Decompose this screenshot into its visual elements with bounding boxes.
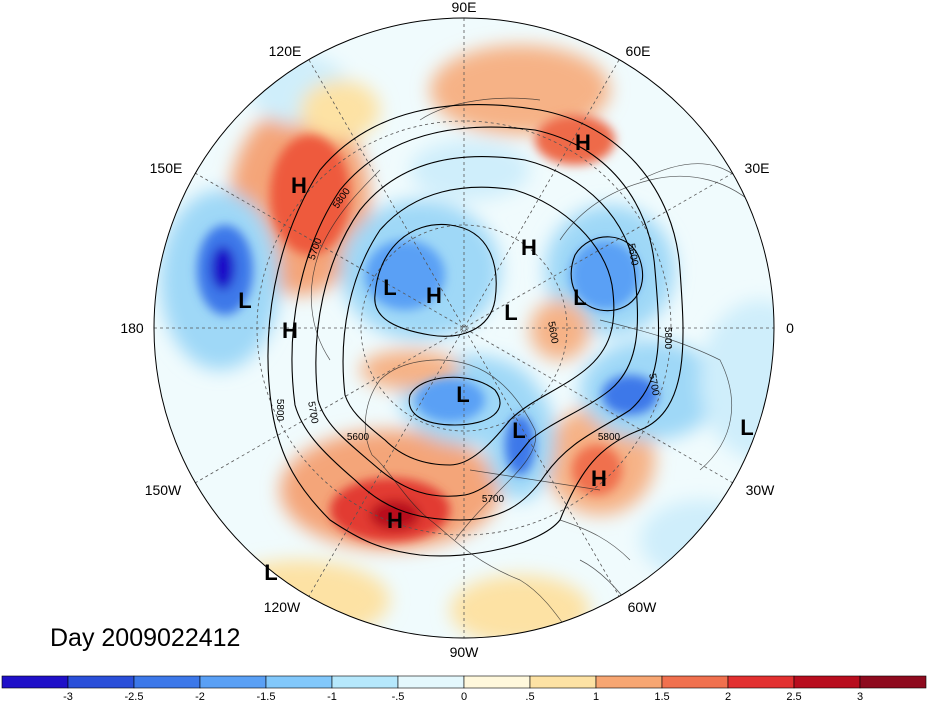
high-pressure-marker: H [291, 173, 307, 198]
colorbar-swatch [1, 675, 69, 689]
colorbar-swatch [859, 675, 927, 689]
anomaly-field [154, 18, 774, 638]
contour-value-labels: 5800 5700 5600 5600 5800 5700 5800 5600 … [274, 186, 673, 505]
low-pressure-marker: L [740, 415, 753, 440]
contour-label: 5600 [625, 243, 640, 267]
colorbar-tick-label: -.5 [392, 691, 405, 702]
map-border [153, 17, 775, 639]
lon-label-30e: 30E [745, 160, 770, 176]
colorbar-tick-label: -2.5 [125, 691, 144, 702]
high-pressure-marker: H [575, 130, 591, 155]
low-pressure-marker: L [512, 418, 525, 443]
contour-label: 5600 [347, 432, 370, 443]
high-pressure-marker: H [387, 508, 403, 533]
lon-label-90w: 90W [450, 644, 480, 660]
colorbar-tick-label: 3 [857, 691, 863, 702]
colorbar-tick-label: 2.5 [786, 691, 801, 702]
colorbar-swatch [265, 675, 333, 689]
colorbar-swatch [397, 675, 465, 689]
contour-label: 5800 [662, 327, 673, 350]
colorbar-tick-label: -1 [327, 691, 337, 702]
colorbar-tick-label: 1 [593, 691, 599, 702]
lon-label-150w: 150W [145, 482, 182, 498]
lon-label-30w: 30W [746, 482, 776, 498]
colorbar-tick-label: 1.5 [654, 691, 669, 702]
height-contours [267, 104, 684, 557]
colorbar-swatch [793, 675, 861, 689]
high-pressure-marker: H [521, 235, 537, 260]
lon-label-60e: 60E [626, 43, 651, 59]
high-pressure-marker: H [426, 283, 442, 308]
contour-label: 5800 [598, 432, 621, 443]
colorbar-swatch [463, 675, 531, 689]
low-pressure-marker: L [238, 288, 251, 313]
colorbar-swatch [133, 675, 201, 689]
low-pressure-marker: L [504, 300, 517, 325]
lon-label-120e: 120E [269, 43, 302, 59]
colorbar-tick-label: .5 [525, 691, 534, 702]
colorbar-tick-label: 2 [725, 691, 731, 702]
colorbar-swatch [529, 675, 597, 689]
colorbar-tick-label: -1.5 [257, 691, 276, 702]
colorbar: -3 -2.5 -2 -1.5 -1 -.5 0 .5 1 1.5 2 2.5 3 [1, 675, 927, 702]
colorbar-tick-label: -2 [195, 691, 205, 702]
map-date-title: Day 2009022412 [50, 624, 240, 652]
colorbar-swatch [727, 675, 795, 689]
lon-label-120w: 120W [264, 599, 301, 615]
contour-label: 5600 [545, 321, 560, 345]
contour-label: 5800 [274, 399, 285, 422]
lon-label-0: 0 [786, 320, 794, 336]
lon-label-60w: 60W [628, 599, 658, 615]
colorbar-swatch [331, 675, 399, 689]
colorbar-swatch [67, 675, 135, 689]
colorbar-swatch [199, 675, 267, 689]
pressure-centers: H H H H H H H L L L L L L L L [238, 130, 753, 585]
lon-label-90e: 90E [452, 0, 477, 15]
lon-label-150e: 150E [150, 160, 183, 176]
colorbar-swatch [661, 675, 729, 689]
low-pressure-marker: L [264, 560, 277, 585]
graticule [154, 18, 774, 638]
colorbar-swatch [595, 675, 663, 689]
contour-label: 5700 [305, 401, 320, 425]
low-pressure-marker: L [573, 285, 586, 310]
contour-label: 5700 [482, 494, 505, 505]
colorbar-tick-label: -3 [63, 691, 73, 702]
lon-label-180: 180 [120, 320, 144, 336]
colorbar-tick-label: 0 [461, 691, 467, 702]
high-pressure-marker: H [591, 466, 607, 491]
longitude-labels: 90E 60E 30E 0 30W 60W 90W 120W 150W 180 … [120, 0, 794, 660]
contour-label: 5700 [646, 373, 661, 397]
low-pressure-marker: L [456, 382, 469, 407]
low-pressure-marker: L [383, 275, 396, 300]
high-pressure-marker: H [282, 318, 298, 343]
